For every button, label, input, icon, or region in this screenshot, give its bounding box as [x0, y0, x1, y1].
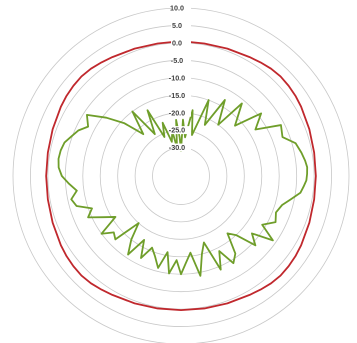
- grid-ring: [82, 77, 280, 275]
- radial-tick-label: -25.0: [169, 126, 185, 135]
- tick-label-background: [171, 38, 191, 47]
- radial-tick-label: -5.0: [171, 56, 183, 65]
- tick-label-background: [171, 108, 191, 117]
- radial-tick-label: -20.0: [169, 108, 185, 117]
- radial-tick-label: -10.0: [169, 73, 185, 82]
- radial-tick-label: 0.0: [172, 38, 182, 47]
- radial-tick-labels: 10.0 5.0 0.0 -5.0 -10.0 -15.0 -20.0 -25.0 -30.0: [169, 4, 191, 152]
- tick-label-background: [171, 4, 191, 12]
- grid-ring: [47, 42, 315, 310]
- tick-label-background: [171, 56, 191, 65]
- chart-series: [45, 40, 317, 312]
- tick-label-background: [171, 126, 191, 135]
- radial-tick-label: 5.0: [172, 21, 182, 30]
- radial-tick-label: -30.0: [169, 143, 185, 152]
- series-line-2: [57, 99, 309, 277]
- radial-tick-label: 10.0: [170, 4, 184, 13]
- grid-ring: [30, 25, 332, 327]
- tick-label-background: [171, 21, 191, 30]
- grid-ring: [152, 147, 210, 205]
- radial-tick-label: -15.0: [169, 91, 185, 100]
- tick-label-background: [171, 73, 191, 82]
- tick-label-background: [171, 91, 191, 100]
- series-line-1: [45, 40, 317, 312]
- tick-label-background: [171, 143, 191, 152]
